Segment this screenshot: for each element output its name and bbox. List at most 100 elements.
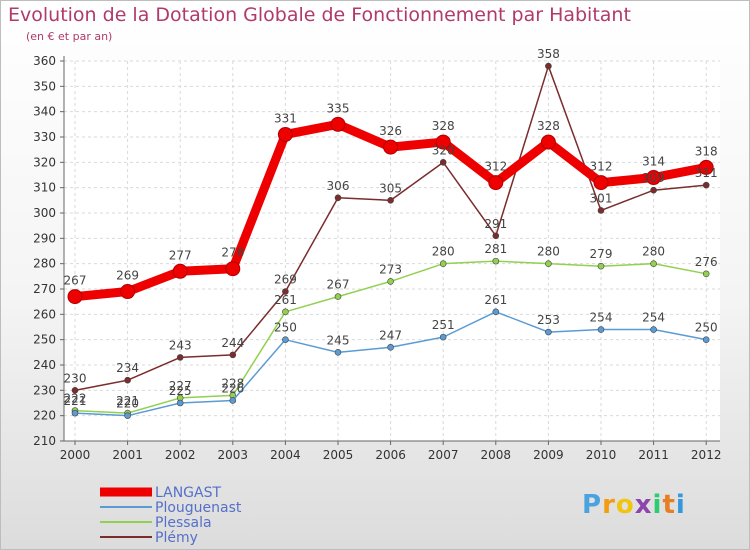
- data-label: 328: [432, 119, 455, 133]
- logo-letter: i: [652, 490, 663, 520]
- data-point: [488, 175, 504, 191]
- data-point: [439, 159, 447, 166]
- data-point: [646, 170, 662, 186]
- data-label: 253: [537, 313, 560, 327]
- y-tick-label: 270: [33, 282, 56, 296]
- data-point: [593, 175, 609, 191]
- y-tick-label: 230: [33, 383, 56, 397]
- data-label: 261: [274, 293, 297, 307]
- data-label: 261: [484, 293, 507, 307]
- data-label: 306: [327, 179, 350, 193]
- data-label: 273: [379, 262, 402, 276]
- logo-letter: r: [602, 490, 616, 520]
- data-label: 278: [221, 246, 244, 260]
- data-point: [229, 351, 237, 359]
- data-point: [282, 308, 289, 316]
- x-tick-label: 2005: [323, 448, 354, 462]
- y-tick-label: 210: [33, 434, 56, 448]
- data-point: [334, 194, 342, 202]
- data-label: 222: [64, 392, 87, 406]
- x-tick-label: 2009: [533, 448, 564, 462]
- data-point: [282, 288, 289, 295]
- data-label: 230: [64, 371, 87, 385]
- data-point: [597, 207, 605, 214]
- data-point: [439, 260, 447, 267]
- y-tick-label: 340: [33, 105, 56, 119]
- y-tick-label: 330: [33, 130, 56, 144]
- logo-letter: P: [582, 490, 603, 520]
- y-tick-label: 250: [33, 333, 56, 347]
- y-tick-label: 290: [33, 231, 56, 245]
- data-point: [435, 134, 451, 150]
- data-point: [492, 232, 500, 240]
- data-label: 220: [116, 397, 139, 411]
- x-tick-label: 2004: [270, 448, 301, 462]
- data-label: 243: [169, 338, 192, 352]
- data-label: 225: [169, 384, 192, 398]
- data-label: 250: [695, 321, 718, 335]
- data-point: [597, 326, 605, 333]
- data-label: 309: [642, 171, 665, 185]
- chart-subtitle: (en € et par an): [26, 30, 113, 43]
- data-label: 267: [64, 274, 87, 288]
- data-label: 331: [274, 111, 297, 125]
- data-label: 269: [116, 269, 139, 283]
- x-tick-label: 2010: [586, 448, 617, 462]
- data-label: 277: [169, 248, 192, 262]
- proxiti-logo: Proxiti: [582, 490, 686, 520]
- x-tick-label: 2001: [112, 448, 143, 462]
- data-point: [71, 387, 79, 394]
- logo-letter: t: [662, 490, 676, 520]
- data-label: 335: [327, 101, 350, 115]
- x-tick-label: 2006: [375, 448, 406, 462]
- x-tick-label: 2007: [428, 448, 459, 462]
- x-tick-label: 2011: [638, 448, 669, 462]
- data-point: [383, 139, 399, 155]
- logo-letter: x: [634, 490, 653, 520]
- y-tick-label: 300: [33, 206, 56, 220]
- data-label: 358: [537, 47, 560, 61]
- data-point: [282, 336, 289, 343]
- data-label: 311: [695, 166, 718, 180]
- data-label: 281: [484, 242, 507, 256]
- x-tick-label: 2008: [481, 448, 512, 462]
- y-tick-label: 280: [33, 257, 56, 271]
- data-label: 276: [695, 255, 718, 269]
- data-label: 280: [642, 245, 665, 259]
- data-point: [124, 412, 131, 419]
- data-label: 247: [379, 328, 402, 342]
- data-label: 254: [590, 311, 613, 325]
- data-label: 318: [695, 144, 718, 158]
- x-tick-label: 2000: [60, 448, 91, 462]
- data-label: 314: [642, 155, 665, 169]
- data-label: 228: [221, 376, 244, 390]
- y-tick-label: 320: [33, 155, 56, 169]
- data-point: [650, 186, 657, 194]
- data-label: 254: [642, 311, 665, 325]
- data-point: [229, 397, 237, 404]
- data-point: [387, 197, 394, 204]
- legend-label: Plessala: [155, 515, 212, 531]
- y-tick-label: 350: [33, 79, 56, 93]
- data-label: 221: [116, 394, 139, 408]
- x-tick-label: 2003: [218, 448, 249, 462]
- legend-label: Plémy: [155, 530, 198, 546]
- logo-letter: i: [675, 490, 686, 520]
- data-label: 250: [274, 321, 297, 335]
- data-point: [172, 263, 188, 279]
- data-point: [698, 159, 714, 175]
- data-point: [334, 349, 342, 356]
- data-point: [650, 260, 657, 267]
- data-point: [330, 116, 346, 132]
- data-point: [545, 328, 552, 336]
- data-label: 280: [432, 245, 455, 259]
- data-point: [387, 343, 394, 351]
- y-tick-label: 360: [33, 54, 56, 68]
- data-label: 269: [274, 273, 297, 287]
- data-point: [545, 260, 552, 267]
- data-label: 280: [537, 245, 560, 259]
- data-label: 279: [590, 247, 613, 261]
- data-point: [176, 399, 184, 407]
- data-point: [492, 257, 500, 265]
